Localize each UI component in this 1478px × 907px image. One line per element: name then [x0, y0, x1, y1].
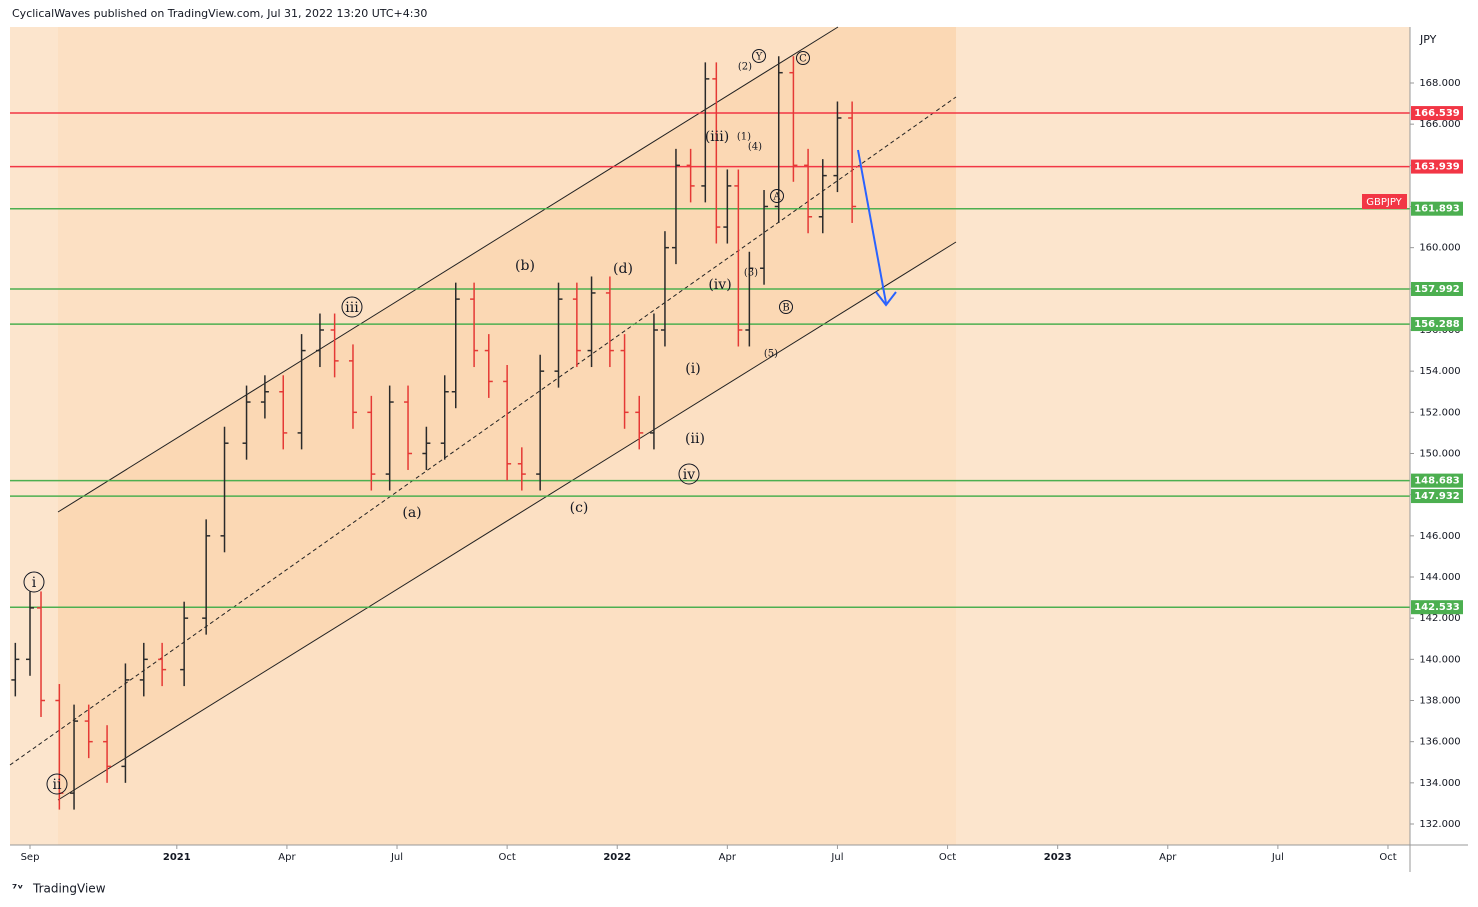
level-badge	[1411, 600, 1463, 615]
level-label: 166.539	[1414, 108, 1460, 119]
wave-label: (b)	[515, 258, 535, 274]
wave-label: Y	[755, 52, 763, 63]
y-tick-label: 136.000	[1419, 737, 1460, 748]
wave-label: (c)	[570, 500, 589, 516]
level-label: 142.533	[1414, 602, 1460, 613]
wave-label: (d)	[613, 261, 633, 277]
level-badge	[1411, 281, 1463, 296]
wave-label: ii	[53, 777, 62, 793]
logo: ⁷ᵛ	[12, 882, 23, 896]
x-tick-label: Sep	[21, 852, 40, 863]
wave-circle	[796, 51, 810, 65]
symbol: GBPJPY	[1366, 197, 1402, 208]
y-tick-label: 132.000	[1419, 819, 1460, 830]
x-tick-label: Oct	[1379, 852, 1396, 863]
level-badge	[1411, 473, 1463, 488]
y-tick-label: 146.000	[1419, 531, 1460, 542]
wave-circle	[779, 300, 793, 314]
level-label: 147.932	[1414, 491, 1460, 502]
level-label: 163.939	[1414, 162, 1460, 173]
x-tick-label: Jul	[390, 852, 403, 863]
arrow-head	[875, 291, 897, 307]
x-tick-label: Apr	[278, 852, 296, 863]
x-tick-label: Apr	[1159, 852, 1177, 863]
level-badge	[1411, 159, 1463, 174]
x-tick-label: Apr	[719, 852, 737, 863]
wave-label: (i)	[685, 361, 700, 377]
level-badge	[1411, 201, 1463, 216]
wave-label: iii	[345, 300, 359, 316]
y-tick-label: 134.000	[1419, 778, 1460, 789]
level-badge	[1411, 317, 1463, 332]
wave-circle	[770, 189, 784, 203]
wave-label: i	[32, 575, 37, 591]
footer: TradingView	[32, 882, 106, 896]
y-tick-label: 144.000	[1419, 572, 1460, 583]
wave-label: iv	[683, 467, 695, 483]
wave-label: B	[782, 303, 789, 314]
symbol-badge	[1362, 194, 1407, 209]
level-label: 157.992	[1414, 284, 1460, 295]
y-tick-label: 138.000	[1419, 696, 1460, 707]
channel-lower	[57, 241, 957, 801]
wave-circle	[341, 296, 363, 318]
y-tick-label: 142.000	[1419, 613, 1460, 624]
x-tick-label: Jul	[830, 852, 843, 863]
channel-upper	[57, 26, 839, 513]
wave-label: A	[772, 192, 781, 203]
wave-label: (5)	[764, 349, 778, 360]
currency: JPY	[1419, 33, 1437, 46]
y-tick-label: 168.000	[1419, 78, 1460, 89]
level-label: 156.288	[1414, 319, 1460, 330]
x-tick-label: Oct	[498, 852, 515, 863]
wave-circle	[46, 773, 68, 795]
wave-circle	[752, 49, 766, 63]
level-label: 161.893	[1414, 204, 1460, 215]
y-tick-label: 150.000	[1419, 448, 1460, 459]
wave-label: (a)	[402, 505, 421, 521]
header: CyclicalWaves published on TradingView.c…	[12, 7, 427, 20]
wave-label: (2)	[738, 62, 752, 73]
wave-circle	[678, 463, 700, 485]
y-tick-label: 152.000	[1419, 407, 1460, 418]
level-badge	[1411, 489, 1463, 504]
level-label: 148.683	[1414, 476, 1460, 487]
wave-label: (ii)	[685, 431, 705, 447]
wave-label: (3)	[744, 268, 758, 279]
projection-arrow	[857, 149, 887, 304]
wave-label: (iii)	[705, 129, 729, 145]
level-badge	[1411, 106, 1463, 121]
x-tick-label: 2023	[1044, 852, 1072, 863]
x-tick-label: Oct	[939, 852, 956, 863]
wave-label: C	[799, 54, 807, 65]
wave-label: (iv)	[708, 277, 731, 293]
x-tick-label: 2021	[163, 852, 191, 863]
x-tick-label: Jul	[1271, 852, 1284, 863]
wave-label: (1)	[737, 132, 751, 143]
wave-circle	[23, 571, 45, 593]
y-tick-label: 140.000	[1419, 654, 1460, 665]
y-tick-label: 154.000	[1419, 366, 1460, 377]
x-tick-label: 2022	[603, 852, 631, 863]
wave-label: (4)	[748, 142, 762, 153]
y-tick-label: 166.000	[1419, 119, 1460, 130]
y-tick-label: 160.000	[1419, 243, 1460, 254]
